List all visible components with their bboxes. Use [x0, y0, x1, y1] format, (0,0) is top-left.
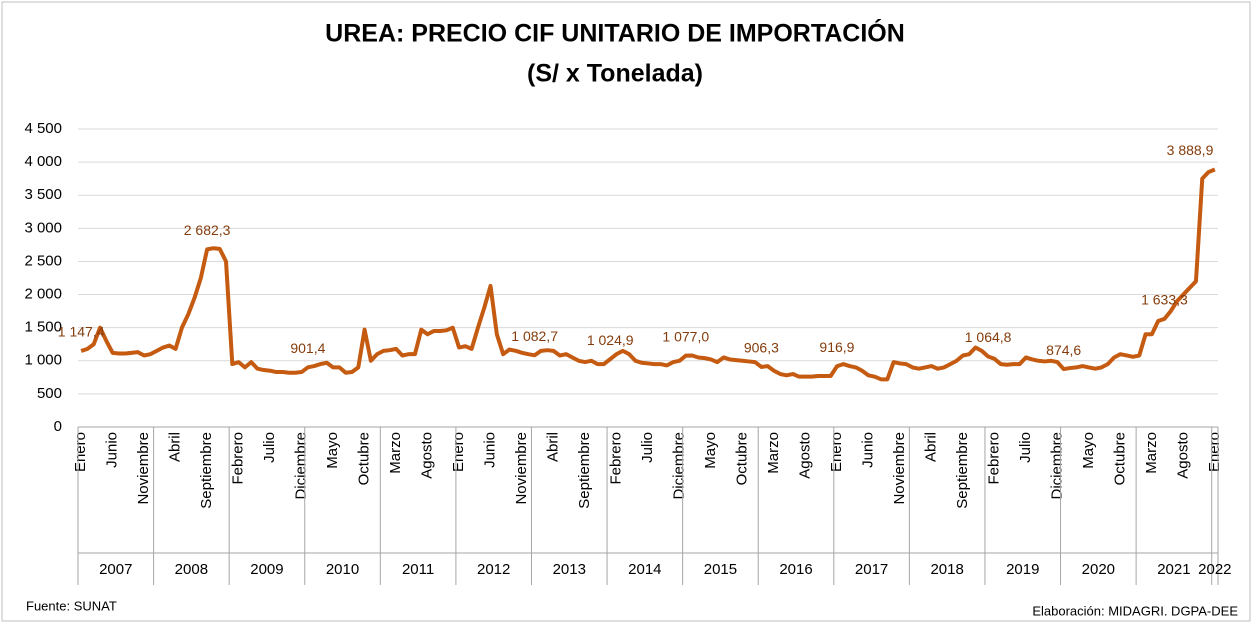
year-label: 2011 [402, 561, 434, 578]
x-tick-label: Julio [261, 432, 278, 463]
data-label: 906,3 [744, 340, 779, 356]
price-line [80, 167, 1216, 382]
x-tick-label: Diciembre [293, 432, 310, 500]
x-tick-label: Octubre [1111, 432, 1128, 485]
x-tick-label: Julio [639, 432, 656, 463]
x-tick-label: Agosto [419, 432, 436, 479]
credit: Elaboración: MIDAGRI. DGPA-DEE [1032, 603, 1238, 618]
x-tick-label: Febrero [607, 432, 624, 485]
year-label: 2012 [477, 561, 510, 578]
year-label: 2009 [250, 561, 283, 578]
data-label: 1 077,0 [662, 328, 709, 344]
x-tick-label: Septiembre [954, 432, 971, 509]
data-label: 916,9 [819, 339, 854, 355]
year-label: 2022 [1198, 561, 1231, 578]
x-tick-label: Septiembre [576, 432, 593, 509]
x-tick-label: Abril [544, 432, 561, 462]
x-tick-label: Enero [450, 432, 467, 472]
data-label: 1 147,4 [58, 324, 105, 340]
year-label: 2017 [855, 561, 888, 578]
y-tick-label: 3 500 [24, 186, 62, 203]
data-label: 1 082,7 [511, 328, 558, 344]
y-tick-label: 4 500 [24, 120, 62, 137]
data-label: 1 064,8 [965, 329, 1012, 345]
x-tick-label: Diciembre [670, 432, 687, 500]
year-label: 2018 [930, 561, 963, 578]
x-tick-label: Enero [828, 432, 845, 472]
year-label: 2008 [175, 561, 208, 578]
x-tick-label: Abril [922, 432, 939, 462]
x-tick-label: Noviembre [135, 432, 152, 505]
y-tick-label: 0 [54, 418, 62, 435]
x-tick-label: Abril [167, 432, 184, 462]
x-tick-label: Agosto [1174, 432, 1191, 479]
x-tick-label: Enero [72, 432, 89, 472]
source: Fuente: SUNAT [26, 598, 117, 613]
x-tick-label: Octubre [733, 432, 750, 485]
x-tick-label: Octubre [356, 432, 373, 485]
x-tick-label: Marzo [765, 432, 782, 474]
chart-subtitle: (S/ x Tonelada) [527, 60, 703, 88]
y-tick-label: 500 [37, 385, 62, 402]
x-tick-label: Junio [104, 432, 121, 468]
year-label: 2013 [553, 561, 586, 578]
y-tick-label: 3 000 [24, 219, 62, 236]
x-tick-label: Mayo [1080, 432, 1097, 469]
x-tick-label: Noviembre [891, 432, 908, 505]
y-tick-label: 2 500 [24, 252, 62, 269]
data-label: 1 024,9 [587, 332, 634, 348]
year-label: 2014 [628, 561, 661, 578]
year-label: 2019 [1006, 561, 1039, 578]
y-tick-label: 2 000 [24, 286, 62, 303]
x-tick-label: Febrero [230, 432, 247, 485]
x-tick-label: Noviembre [513, 432, 530, 505]
x-tick-label: Marzo [387, 432, 404, 474]
data-label: 2 682,3 [184, 222, 231, 238]
year-label: 2021 [1157, 561, 1190, 578]
year-label: 2007 [99, 561, 132, 578]
year-label: 2015 [704, 561, 737, 578]
y-tick-label: 1 000 [24, 352, 62, 369]
year-label: 2010 [326, 561, 359, 578]
x-tick-label: Enero [1206, 432, 1223, 472]
year-label: 2020 [1082, 561, 1115, 578]
y-tick-label: 4 000 [24, 153, 62, 170]
chart-title: UREA: PRECIO CIF UNITARIO DE IMPORTACIÓN [325, 18, 905, 48]
y-tick-label: 1 500 [24, 319, 62, 336]
data-label: 1 633,3 [1141, 292, 1188, 308]
x-tick-label: Febrero [985, 432, 1002, 485]
x-tick-label: Mayo [324, 432, 341, 469]
year-label: 2016 [779, 561, 812, 578]
x-tick-label: Mayo [702, 432, 719, 469]
data-label: 901,4 [290, 340, 325, 356]
data-label: 874,6 [1046, 342, 1081, 358]
x-tick-label: Septiembre [198, 432, 215, 509]
x-tick-label: Junio [859, 432, 876, 468]
x-tick-label: Julio [1017, 432, 1034, 463]
x-tick-label: Diciembre [1048, 432, 1065, 500]
x-tick-label: Agosto [796, 432, 813, 479]
x-tick-label: Junio [482, 432, 499, 468]
data-label: 3 888,9 [1167, 142, 1214, 158]
x-tick-label: Marzo [1143, 432, 1160, 474]
